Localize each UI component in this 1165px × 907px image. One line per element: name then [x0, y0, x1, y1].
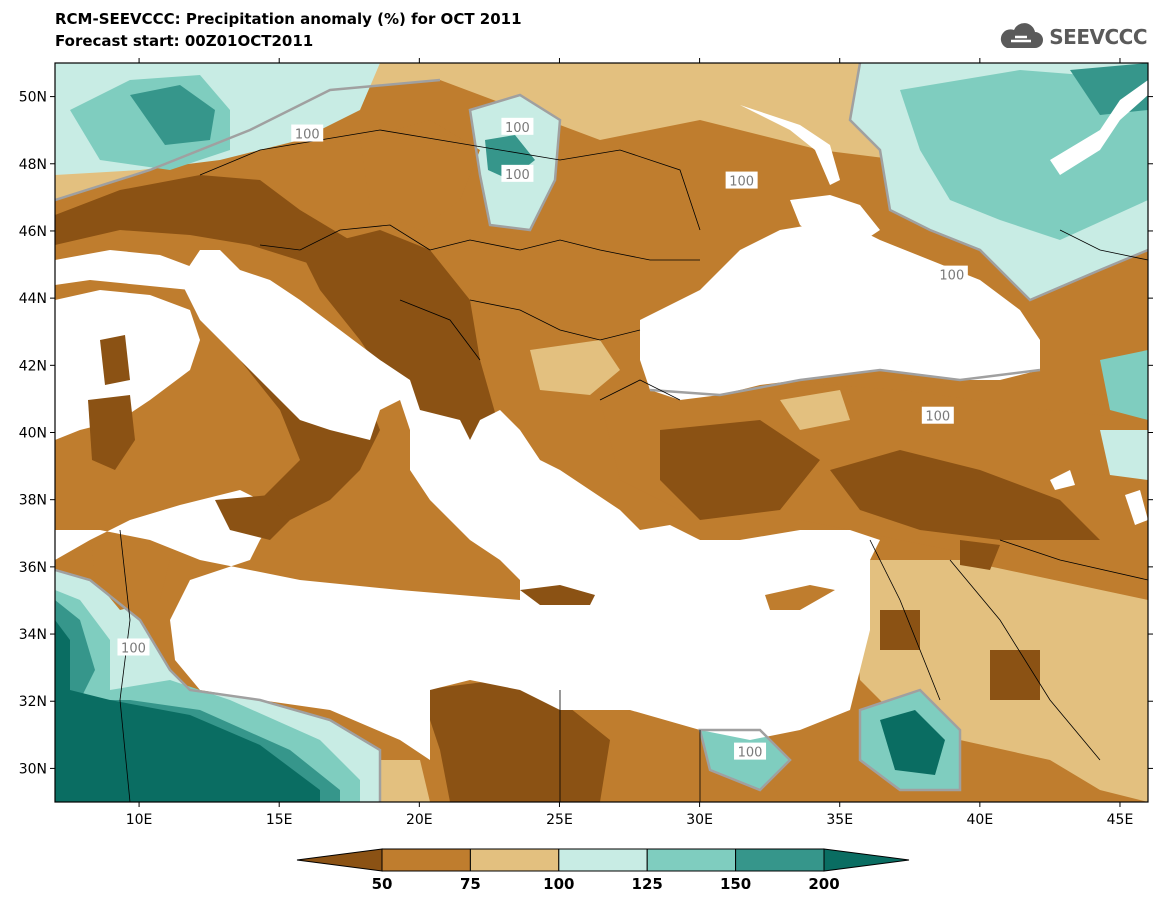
lat-tick-label: 32N [19, 694, 47, 710]
seevccc-logo: SEEVCCC [997, 22, 1147, 52]
lat-tick-label: 46N [19, 224, 47, 240]
lon-tick-label: 40E [967, 812, 994, 828]
field-caucasus-wet-light [1100, 430, 1148, 480]
field-me-dry-strong-3 [960, 540, 1000, 570]
contour-label-bg [725, 171, 758, 189]
field-turkey-dry-light [780, 390, 850, 430]
colorbar-swatch [558, 848, 648, 872]
field-gap-3 [1050, 470, 1075, 490]
lon-tick-label: 15E [266, 812, 293, 828]
island-corsica [100, 335, 130, 385]
lat-tick-label: 48N [19, 157, 47, 173]
contour-label-bg [117, 638, 150, 656]
field-tunisia-dry [90, 525, 170, 610]
contour-label: 100 [121, 641, 146, 656]
colorbar-label: 75 [460, 875, 481, 893]
borders [119, 129, 1148, 802]
lat-tick-label: 34N [19, 627, 47, 643]
colorbar-label: 125 [632, 875, 663, 893]
lat-tick-label: 42N [19, 358, 47, 374]
contour-label: 100 [729, 175, 754, 190]
island-sardinia [88, 395, 135, 470]
latitude-axis: 50N 48N 46N 44N 42N 40N 38N 36N 34N 32N 30N [19, 90, 1153, 777]
contour-label-bg [935, 265, 968, 283]
colorbar-label: 150 [720, 875, 751, 893]
contour-labels: 100 100 100 100 100 100 100 100 [117, 117, 968, 761]
field-nafrica-wet-strong [55, 620, 320, 802]
lat-tick-label: 30N [19, 761, 47, 777]
field-turkey-dry-strong-e [830, 450, 1100, 540]
colorbar-swatch-low [296, 848, 383, 872]
lat-tick-label: 44N [19, 291, 47, 307]
lon-tick-label: 45E [1107, 812, 1134, 828]
sea-ligurian [55, 250, 200, 290]
colorbar-swatch [646, 848, 737, 872]
lon-tick-label: 35E [826, 812, 853, 828]
colorbar: 50 75 100 125 150 200 [296, 848, 910, 893]
contour-label-bg [501, 117, 534, 135]
sea-azov [790, 195, 880, 250]
colorbar-swatch-high [823, 848, 910, 872]
contour-label-bg [501, 164, 534, 182]
contour-label: 100 [505, 121, 530, 136]
field-gap-2 [1050, 80, 1148, 175]
forecast-start-label: Forecast start: 00Z01OCT2011 [55, 32, 314, 50]
lon-tick-label: 30E [686, 812, 713, 828]
contour-label-bg [921, 406, 954, 424]
lat-tick-label: 50N [19, 90, 47, 106]
colorbar-label: 200 [808, 875, 839, 893]
contour-label-bg [734, 742, 767, 760]
field-me-dry-strong-2 [990, 650, 1040, 700]
field-libya-dry-light [380, 760, 430, 802]
lon-tick-label: 10E [126, 812, 153, 828]
field-ne-wet [900, 70, 1148, 240]
lon-tick-label: 20E [406, 812, 433, 828]
sea-black-sea [640, 220, 1040, 400]
map-title: RCM-SEEVCCC: Precipitation anomaly (%) f… [55, 10, 522, 28]
island-crete [520, 585, 595, 605]
colorbar-label: 50 [372, 875, 393, 893]
contour-100 [55, 63, 1148, 802]
island-sicily [215, 495, 290, 540]
contour-label-bg [291, 124, 324, 142]
map-field [55, 63, 1148, 802]
field-ro-dry-light [530, 340, 620, 395]
field-ce-dry [360, 120, 480, 230]
cloud-icon [1001, 23, 1044, 48]
field-jordan-wet-strong [880, 710, 945, 775]
contour-label: 100 [505, 168, 530, 183]
field-libya-dry-strong [420, 680, 610, 802]
field-caucasus-wet [1100, 350, 1148, 420]
colorbar-label: 100 [543, 875, 574, 893]
longitude-axis: 10E 15E 20E 25E 30E 35E 40E 45E [126, 58, 1134, 828]
contour-label: 100 [295, 128, 320, 143]
field-me-dry-strong-1 [880, 610, 920, 650]
lat-tick-label: 38N [19, 493, 47, 509]
lat-tick-label: 36N [19, 560, 47, 576]
field-gap-1 [740, 105, 840, 185]
contour-label: 100 [738, 746, 763, 761]
contour-label: 100 [939, 269, 964, 284]
colorbar-swatch [381, 848, 471, 872]
lon-tick-label: 25E [546, 812, 573, 828]
field-gap-4 [1125, 490, 1148, 525]
logo-text: SEEVCCC [1049, 25, 1147, 49]
colorbar-swatch [469, 848, 560, 872]
field-nw-wet-more [130, 85, 215, 145]
sea-mediterranean [55, 250, 880, 760]
lat-tick-label: 40N [19, 426, 47, 442]
colorbar-swatch [735, 848, 825, 872]
island-cyprus [765, 585, 835, 610]
field-turkey-dry-strong-w [660, 420, 820, 520]
contour-label: 100 [925, 410, 950, 425]
